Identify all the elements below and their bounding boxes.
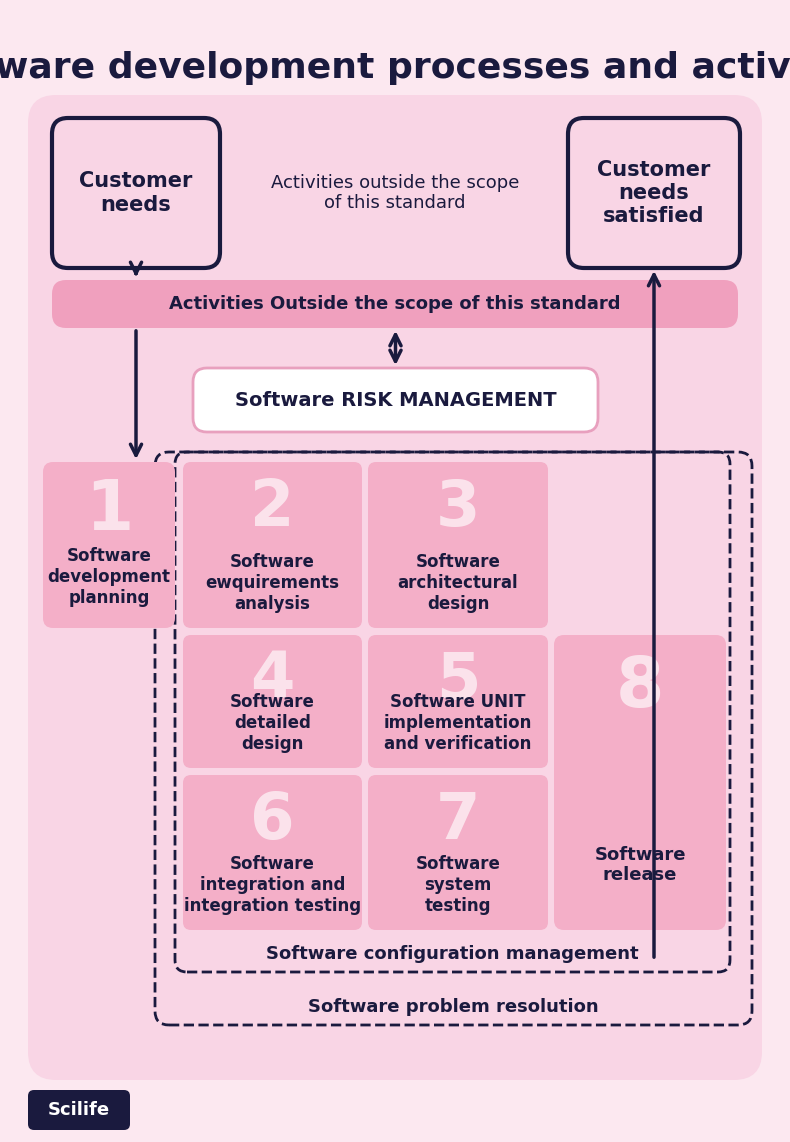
Text: Customer
needs: Customer needs (79, 171, 193, 215)
Text: Software
development
planning: Software development planning (47, 547, 171, 606)
Text: 3: 3 (436, 477, 480, 539)
Text: 5: 5 (436, 650, 480, 711)
Text: Software
system
testing: Software system testing (416, 855, 500, 915)
FancyBboxPatch shape (183, 463, 362, 628)
FancyBboxPatch shape (28, 95, 762, 1080)
FancyBboxPatch shape (43, 463, 175, 628)
Text: 7: 7 (436, 790, 480, 852)
Text: 4: 4 (250, 650, 295, 711)
FancyBboxPatch shape (368, 635, 548, 769)
FancyBboxPatch shape (554, 635, 726, 930)
FancyBboxPatch shape (52, 118, 220, 268)
Text: Software
release: Software release (594, 845, 686, 884)
FancyBboxPatch shape (52, 280, 738, 328)
FancyBboxPatch shape (183, 775, 362, 930)
Text: Software
integration and
integration testing: Software integration and integration tes… (184, 855, 361, 915)
Text: Software development processes and activities: Software development processes and activ… (0, 51, 790, 85)
Text: Activities outside the scope
of this standard: Activities outside the scope of this sta… (271, 174, 519, 212)
Text: Customer
needs
satisfied: Customer needs satisfied (597, 160, 711, 226)
Text: Activities Outside the scope of this standard: Activities Outside the scope of this sta… (169, 295, 621, 313)
FancyBboxPatch shape (368, 775, 548, 930)
Text: Software problem resolution: Software problem resolution (308, 998, 599, 1016)
FancyBboxPatch shape (368, 463, 548, 628)
Text: Software
detailed
design: Software detailed design (230, 693, 315, 753)
Text: Software RISK MANAGEMENT: Software RISK MANAGEMENT (235, 391, 556, 410)
Text: Scilife: Scilife (48, 1101, 110, 1119)
Text: 1: 1 (85, 476, 134, 544)
Text: Software
architectural
design: Software architectural design (397, 553, 518, 613)
Text: 8: 8 (616, 653, 664, 721)
Text: Software
ewquirements
analysis: Software ewquirements analysis (205, 553, 340, 613)
FancyBboxPatch shape (568, 118, 740, 268)
FancyBboxPatch shape (183, 635, 362, 769)
Text: 2: 2 (250, 477, 295, 539)
Text: Software configuration management: Software configuration management (266, 944, 639, 963)
FancyBboxPatch shape (28, 1089, 130, 1129)
Text: Software UNIT
implementation
and verification: Software UNIT implementation and verific… (384, 693, 532, 753)
FancyBboxPatch shape (193, 368, 598, 432)
Text: 6: 6 (250, 790, 295, 852)
